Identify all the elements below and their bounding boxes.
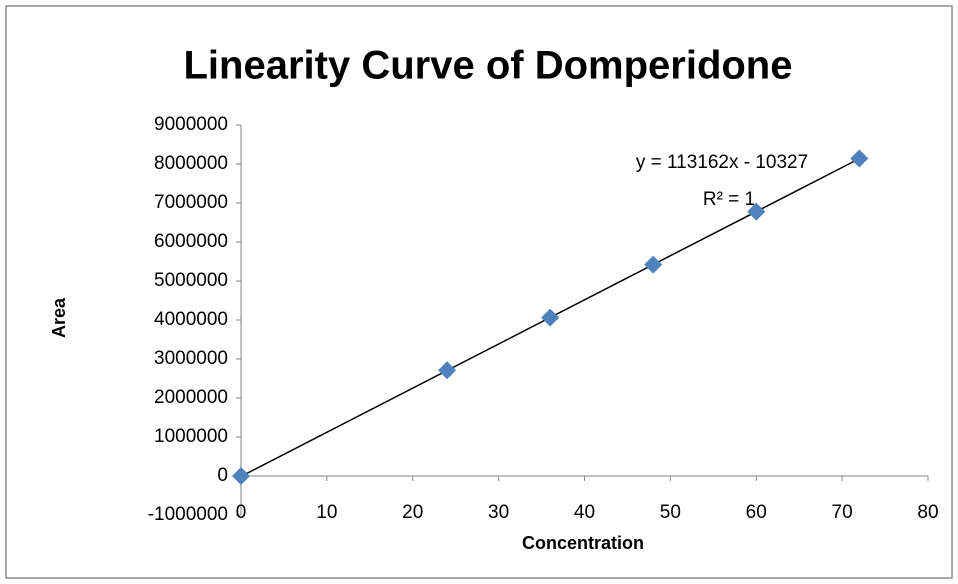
x-tick-label: 20: [402, 502, 423, 523]
trendline-equation: y = 113162x - 10327: [636, 152, 808, 173]
x-tick-label: 10: [316, 502, 337, 523]
y-tick-label: -1000000: [148, 504, 228, 525]
y-axis-title: Area: [49, 297, 69, 338]
y-tick-label: 6000000: [154, 231, 228, 252]
chart-title: Linearity Curve of Domperidone: [184, 44, 793, 88]
x-tick-label: 50: [660, 502, 681, 523]
data-point: [850, 149, 869, 168]
y-tick-label: 4000000: [154, 309, 228, 330]
x-tick-label: 30: [488, 502, 509, 523]
x-tick-label: 70: [832, 502, 853, 523]
data-point: [541, 308, 560, 327]
r-squared: R² = 1: [703, 189, 755, 210]
y-tick-label: 8000000: [154, 153, 228, 174]
y-tick-label: 2000000: [154, 387, 228, 408]
y-tick-label: 5000000: [154, 270, 228, 291]
x-tick-label: 80: [917, 502, 938, 523]
x-tick-label: 60: [746, 502, 767, 523]
x-tick-label: 0: [236, 502, 247, 523]
y-tick-label: 1000000: [154, 426, 228, 447]
data-point: [747, 202, 766, 221]
x-axis-title: Concentration: [522, 533, 644, 553]
y-tick-label: 0: [217, 465, 228, 486]
data-point: [232, 467, 250, 485]
y-tick-label: 7000000: [154, 192, 228, 213]
x-tick-label: 40: [574, 502, 595, 523]
y-tick-label: 3000000: [154, 348, 228, 369]
data-point: [438, 361, 457, 380]
data-point: [644, 255, 663, 274]
y-tick-label: 9000000: [154, 114, 228, 135]
chart-border: [5, 5, 953, 579]
